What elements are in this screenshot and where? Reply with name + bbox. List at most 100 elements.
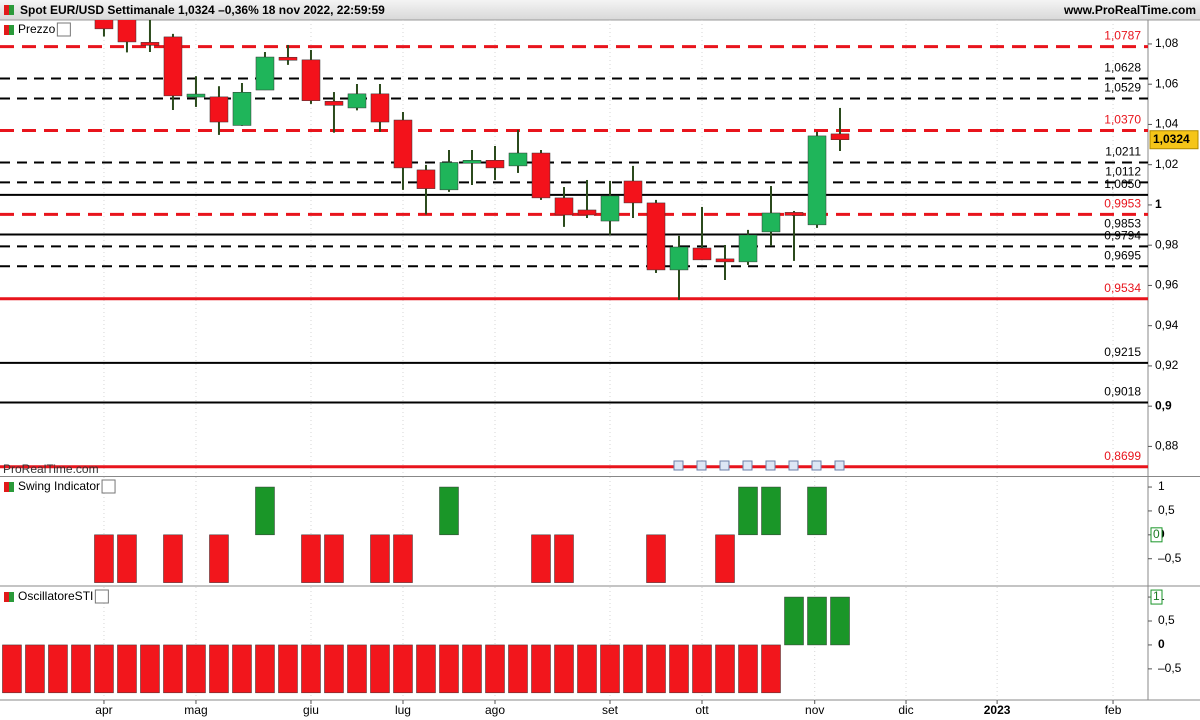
y-tick-label: 0 — [1158, 637, 1165, 651]
level-label: 0,9018 — [1104, 385, 1141, 399]
panel-title: Swing Indicator — [18, 479, 100, 493]
last-value-box — [1150, 589, 1163, 605]
candle-body — [416, 169, 436, 189]
candle-body — [669, 246, 689, 271]
event-icon — [696, 460, 707, 471]
indicator-bar — [301, 644, 321, 694]
header-site[interactable]: www.ProRealTime.com — [1063, 3, 1196, 17]
panel — [0, 20, 1148, 476]
panel-icon — [4, 482, 9, 492]
indicator-bar — [439, 486, 459, 536]
x-tick-label: 2023 — [984, 703, 1011, 717]
candle-body — [301, 59, 321, 101]
indicator-bar — [807, 596, 827, 646]
indicator-bar — [554, 644, 574, 694]
event-icon — [834, 460, 845, 471]
level-label: 1,0211 — [1105, 145, 1141, 159]
y-tick-label: 1,06 — [1155, 76, 1179, 90]
candle-body — [554, 197, 574, 216]
x-tick-label: set — [602, 703, 619, 717]
indicator-bar — [738, 486, 758, 536]
indicator-bar — [508, 644, 528, 694]
last-value-label: 1 — [1153, 589, 1160, 603]
x-tick-label: nov — [805, 703, 824, 717]
candle-body — [761, 212, 781, 233]
indicator-bar — [715, 644, 735, 694]
y-tick-label: 1,04 — [1155, 117, 1179, 131]
indicator-bar — [439, 644, 459, 694]
indicator-bar — [324, 644, 344, 694]
event-icon — [673, 460, 684, 471]
last-price-label: 1,0324 — [1153, 132, 1190, 146]
candle-body — [140, 42, 160, 46]
y-tick-label: 1 — [1158, 479, 1165, 493]
level-label: 0,9534 — [1104, 281, 1141, 295]
indicator-bar — [140, 644, 160, 694]
indicator-bar — [163, 644, 183, 694]
panel-icon — [4, 592, 9, 602]
indicator-bar — [646, 534, 666, 583]
y-tick-label: 0,9 — [1155, 398, 1172, 412]
candle-body — [738, 234, 758, 263]
y-tick-label: 0,5 — [1158, 613, 1175, 627]
x-tick-label: apr — [95, 703, 112, 717]
candle-body — [186, 93, 206, 98]
indicator-bar — [163, 534, 183, 583]
candle-body — [117, 20, 137, 43]
candle-body — [462, 160, 482, 164]
candle-body — [370, 93, 390, 123]
y-tick-label: 0,92 — [1155, 358, 1179, 372]
indicator-bar — [255, 486, 275, 536]
event-icon — [765, 460, 776, 471]
candle-body — [807, 135, 827, 226]
level-label: 0,9953 — [1104, 197, 1141, 211]
indicator-bar — [370, 534, 390, 583]
y-tick-label: 0,5 — [1158, 503, 1175, 517]
candle-body — [623, 180, 643, 204]
indicator-bar — [94, 644, 114, 694]
settings-icon[interactable] — [94, 589, 109, 604]
indicator-bar — [784, 596, 804, 646]
level-label: 0,9794 — [1104, 229, 1141, 243]
level-label: 1,0112 — [1105, 165, 1141, 179]
y-tick-label: –0,5 — [1158, 661, 1182, 675]
indicator-bar — [48, 644, 68, 694]
level-label: 0,9853 — [1104, 217, 1141, 231]
event-icon — [788, 460, 799, 471]
level-label: 0,9215 — [1104, 345, 1141, 359]
candle-body — [347, 93, 367, 109]
indicator-bar — [715, 534, 735, 583]
indicator-bar — [531, 534, 551, 583]
watermark: ProRealTime.com — [3, 462, 99, 476]
x-tick-label: feb — [1105, 703, 1122, 717]
y-tick-label: –0,5 — [1158, 551, 1182, 565]
candle-body — [209, 96, 229, 123]
y-tick-label: 0,94 — [1155, 318, 1179, 332]
panel-icon — [4, 25, 9, 35]
candle-body — [485, 160, 505, 169]
indicator-bar — [186, 644, 206, 694]
indicator-bar — [94, 534, 114, 583]
indicator-bar — [554, 534, 574, 583]
indicator-bar — [600, 644, 620, 694]
indicator-bar — [209, 534, 229, 583]
indicator-bar — [738, 644, 758, 694]
candle-body — [784, 212, 804, 216]
level-label: 0,9695 — [1104, 248, 1141, 262]
y-tick-label: 0,88 — [1155, 439, 1179, 453]
candle-body — [646, 202, 666, 271]
candle-body — [255, 56, 275, 91]
indicator-bar — [255, 644, 275, 694]
candle-body — [94, 20, 114, 30]
y-tick-label: 0,98 — [1155, 237, 1179, 251]
indicator-bar — [692, 644, 712, 694]
panel — [2, 587, 1114, 700]
settings-icon[interactable] — [56, 22, 71, 37]
settings-icon[interactable] — [101, 479, 116, 494]
candle-body — [577, 209, 597, 216]
indicator-bar — [485, 644, 505, 694]
last-value-label: 0 — [1153, 527, 1160, 541]
indicator-bar — [646, 644, 666, 694]
indicator-bar — [393, 534, 413, 583]
